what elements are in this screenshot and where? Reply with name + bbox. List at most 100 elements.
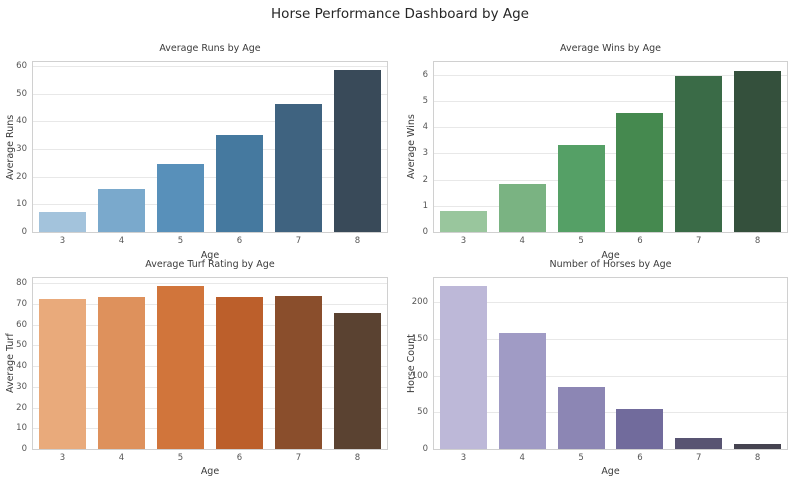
gridline [33,176,387,178]
x-tick-label: 4 [118,453,125,463]
bar-age-5 [156,286,205,449]
x-tick-label: 8 [354,236,361,246]
y-tick-label: 30 [16,144,27,155]
gridline [33,407,387,409]
gridline [434,127,787,129]
gridline [33,66,387,68]
gridline [434,179,787,181]
bar-age-8 [333,313,382,449]
bar-age-8 [333,70,382,232]
gridline [434,100,787,102]
gridline [434,153,787,155]
y-tick-label: 10 [16,199,27,210]
x-tick-label: 6 [236,453,243,463]
plot-area: 0 10 20 30 40 50 60 70 80 3 4 5 6 7 8 [16,277,388,463]
gridline [434,412,787,414]
x-tick-label: 4 [519,236,525,246]
y-tick-label: 4 [422,122,428,133]
chart-title: Average Turf Rating by Age [145,259,275,270]
x-tick-label: 5 [177,453,184,463]
bar-age-5 [156,164,205,232]
gridline [33,93,387,95]
y-tick-label: 6 [422,69,428,80]
x-tick-label: 8 [354,453,361,463]
bar-age-3 [38,212,87,232]
x-tick-label: 6 [637,453,643,463]
gridline [33,366,387,368]
chart-title: Average Runs by Age [159,43,261,54]
bar-age-5 [557,387,605,449]
y-tick-label: 80 [16,278,27,289]
bar-age-4 [498,183,546,232]
bar-age-6 [215,134,264,232]
bar-age-8 [734,70,782,232]
x-tick-label: 5 [578,453,584,463]
x-axis-label: Age [200,466,220,477]
gridline [33,386,387,388]
y-tick-label: 0 [422,444,428,454]
x-tick-label: 8 [754,453,761,463]
y-tick-label: 40 [16,116,27,127]
bar-age-4 [498,333,546,449]
bar-age-4 [97,189,146,232]
panel-average-runs: Average Runs by Age Average Runs 0 10 20 30… [0,28,400,261]
y-tick-label: 40 [16,361,27,372]
y-tick-label: 0 [21,227,27,237]
bar-age-4 [97,297,146,449]
y-tick-label: 60 [16,61,27,72]
gridline [33,283,387,285]
y-tick-label: 200 [411,297,428,308]
y-tick-label: 70 [16,298,27,309]
gridline [434,74,787,76]
x-axis-label: Age [200,250,220,261]
x-tick-label: 7 [695,453,702,463]
x-tick-label: 3 [460,236,467,246]
y-tick-label: 150 [411,333,428,344]
x-tick-label: 6 [236,236,243,246]
chart-title: Average Wins by Age [560,43,661,54]
bar-age-3 [38,298,87,449]
y-tick-label: 50 [16,340,27,351]
bar-age-7 [675,438,723,449]
x-tick-label: 4 [519,453,525,463]
bar-age-8 [734,443,782,449]
bar-age-5 [557,145,605,232]
x-tick-label: 7 [695,236,702,246]
gridline [33,149,387,151]
chart-title: Number of Horses by Age [549,259,672,270]
y-tick-label: 50 [417,407,428,418]
y-tick-label: 20 [16,171,27,182]
gridline [33,204,387,206]
gridline [434,205,787,207]
x-tick-label: 7 [295,236,302,246]
plot-area: 0 10 20 30 40 50 60 3 4 5 6 7 8 [16,61,388,246]
plot-area: 0 50 100 150 200 3 4 5 6 7 8 [412,277,788,463]
y-tick-label: 50 [16,88,27,99]
bar-age-7 [274,295,323,449]
x-tick-label: 4 [118,236,125,246]
y-tick-label: 5 [422,95,428,106]
x-tick-label: 7 [295,453,302,463]
y-tick-label: 0 [21,444,27,454]
y-tick-label: 3 [422,148,428,159]
gridline [434,302,787,304]
gridline [33,303,387,305]
y-tick-label: 0 [422,227,428,237]
panel-horse-count: Number of Horses by Age Horse Count 0 50 1… [400,244,800,480]
x-tick-label: 5 [578,236,584,246]
gridline [33,428,387,430]
x-tick-label: 6 [637,236,643,246]
gridline [434,375,787,377]
y-tick-label: 10 [16,423,27,434]
gridline [33,121,387,123]
gridline [434,338,787,340]
bar-age-6 [616,408,664,449]
bar-age-7 [274,103,323,232]
y-tick-label: 100 [411,370,428,381]
y-tick-label: 20 [16,402,27,413]
dashboard-title: Horse Performance Dashboard by Age [271,6,529,22]
bar-age-3 [439,286,487,449]
x-axis-label: Age [601,250,620,261]
